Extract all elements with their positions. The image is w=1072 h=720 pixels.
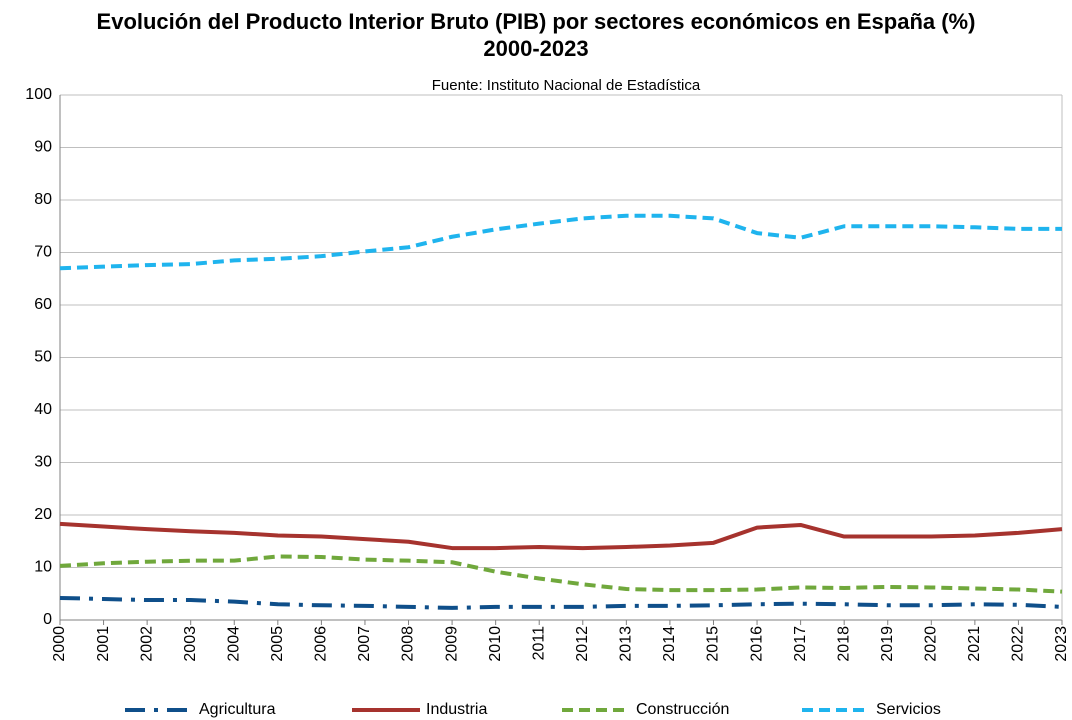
- x-tick-label: 2015: [705, 626, 722, 662]
- x-tick-label: 2010: [487, 626, 504, 662]
- x-tick-label: 2001: [95, 626, 112, 662]
- chart-subtitle: Fuente: Instituto Nacional de Estadístic…: [432, 77, 701, 94]
- legend-label: Servicios: [876, 701, 941, 718]
- y-tick-label: 20: [34, 506, 52, 523]
- x-tick-label: 2008: [400, 626, 417, 662]
- x-tick-label: 2011: [530, 626, 547, 661]
- x-tick-label: 2005: [269, 626, 286, 662]
- x-tick-label: 2016: [748, 626, 765, 662]
- legend-label: Construcción: [636, 701, 729, 718]
- chart-title: Evolución del Producto Interior Bruto (P…: [96, 9, 976, 61]
- y-tick-label: 30: [34, 454, 52, 471]
- x-tick-label: 2013: [618, 626, 635, 662]
- x-tick-label: 2023: [1053, 626, 1070, 662]
- y-tick-label: 60: [34, 296, 52, 313]
- y-tick-label: 50: [34, 349, 52, 366]
- y-tick-label: 80: [34, 191, 52, 208]
- x-tick-label: 2007: [356, 626, 373, 662]
- x-tick-label: 2020: [923, 626, 940, 662]
- x-tick-label: 2002: [138, 626, 155, 662]
- y-tick-label: 70: [34, 244, 52, 261]
- x-tick-label: 2014: [661, 626, 678, 662]
- x-tick-label: 2000: [51, 626, 68, 662]
- x-tick-label: 2019: [879, 626, 896, 662]
- x-tick-label: 2018: [835, 626, 852, 662]
- y-tick-label: 40: [34, 401, 52, 418]
- y-tick-label: 0: [43, 611, 52, 628]
- series-line: [59, 213, 1062, 271]
- series-line: [59, 521, 1063, 551]
- x-tick-label: 2006: [313, 626, 330, 662]
- x-tick-label: 2009: [443, 626, 460, 662]
- y-tick-label: 100: [25, 86, 52, 103]
- x-tick-label: 2012: [574, 626, 591, 662]
- x-tick-label: 2022: [1010, 626, 1027, 662]
- series-line: [59, 554, 1063, 594]
- legend-label: Agricultura: [199, 701, 276, 718]
- x-tick-label: 2021: [966, 626, 983, 662]
- y-tick-label: 10: [34, 559, 52, 576]
- series-line: [59, 595, 1063, 610]
- x-tick-label: 2017: [792, 626, 809, 662]
- x-tick-label: 2004: [225, 626, 242, 662]
- legend-label: Industria: [426, 701, 487, 718]
- x-tick-label: 2003: [182, 626, 199, 662]
- y-tick-label: 90: [34, 139, 52, 156]
